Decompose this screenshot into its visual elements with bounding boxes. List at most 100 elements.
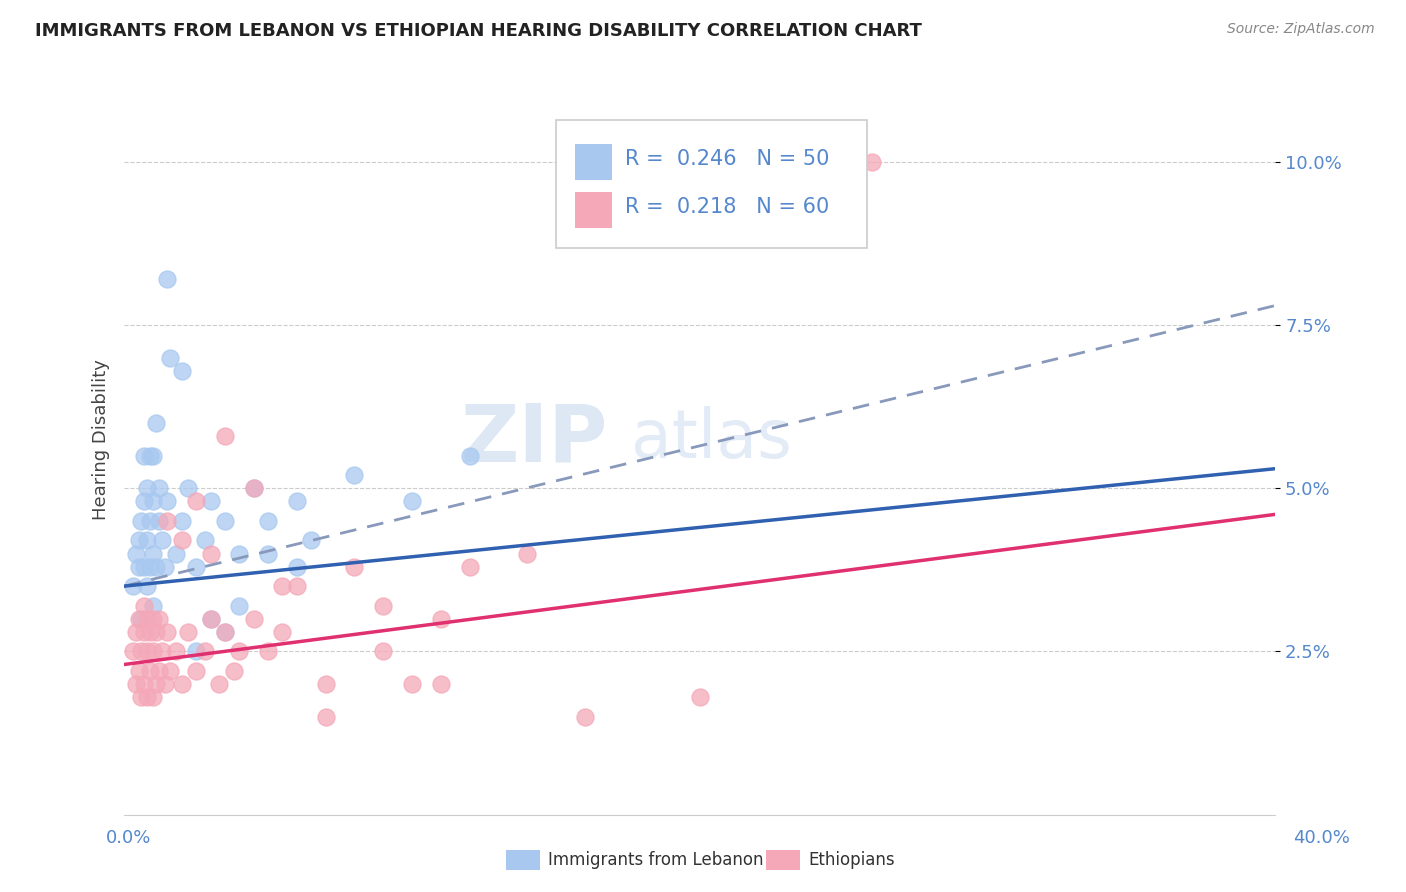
- Point: [458, 559, 481, 574]
- Point: [373, 644, 395, 658]
- Point: [125, 624, 148, 639]
- Point: [257, 644, 280, 658]
- Point: [222, 664, 245, 678]
- Point: [139, 624, 162, 639]
- Point: [148, 612, 170, 626]
- Point: [134, 494, 156, 508]
- Point: [153, 677, 176, 691]
- Point: [165, 547, 187, 561]
- Point: [285, 494, 308, 508]
- Point: [429, 677, 451, 691]
- Point: [271, 624, 294, 639]
- Point: [200, 494, 222, 508]
- Point: [156, 514, 179, 528]
- Point: [134, 449, 156, 463]
- Point: [401, 494, 423, 508]
- Point: [200, 612, 222, 626]
- Point: [200, 547, 222, 561]
- FancyBboxPatch shape: [555, 120, 866, 248]
- Point: [128, 612, 150, 626]
- Text: Immigrants from Lebanon: Immigrants from Lebanon: [548, 851, 763, 869]
- Point: [228, 547, 250, 561]
- Point: [186, 494, 208, 508]
- Point: [429, 612, 451, 626]
- Point: [139, 559, 162, 574]
- Point: [200, 612, 222, 626]
- Bar: [575, 192, 612, 227]
- Point: [228, 644, 250, 658]
- Point: [128, 559, 150, 574]
- Point: [689, 690, 711, 704]
- Text: R =  0.246   N = 50: R = 0.246 N = 50: [624, 149, 830, 169]
- Point: [142, 644, 165, 658]
- Point: [315, 677, 337, 691]
- Point: [271, 579, 294, 593]
- Point: [131, 612, 153, 626]
- Point: [208, 677, 231, 691]
- Point: [214, 624, 236, 639]
- Point: [136, 690, 159, 704]
- Text: Ethiopians: Ethiopians: [808, 851, 896, 869]
- Point: [176, 481, 198, 495]
- Point: [214, 514, 236, 528]
- Point: [194, 644, 217, 658]
- Point: [121, 579, 143, 593]
- Point: [516, 547, 538, 561]
- Point: [125, 677, 148, 691]
- Point: [574, 709, 596, 723]
- Text: atlas: atlas: [631, 407, 792, 472]
- Text: R =  0.218   N = 60: R = 0.218 N = 60: [624, 196, 830, 217]
- Point: [242, 481, 264, 495]
- Point: [134, 559, 156, 574]
- Text: 40.0%: 40.0%: [1294, 829, 1350, 847]
- Point: [142, 494, 165, 508]
- Point: [142, 612, 165, 626]
- Point: [150, 644, 173, 658]
- Point: [136, 533, 159, 548]
- Point: [242, 612, 264, 626]
- Point: [145, 677, 167, 691]
- Point: [186, 559, 208, 574]
- Point: [214, 429, 236, 443]
- Point: [131, 514, 153, 528]
- Point: [136, 579, 159, 593]
- Point: [142, 547, 165, 561]
- Point: [194, 533, 217, 548]
- Point: [299, 533, 322, 548]
- Point: [257, 547, 280, 561]
- Point: [156, 624, 179, 639]
- Point: [176, 624, 198, 639]
- Point: [128, 533, 150, 548]
- Point: [343, 468, 366, 483]
- Point: [142, 690, 165, 704]
- Point: [170, 514, 193, 528]
- Point: [170, 364, 193, 378]
- Point: [134, 599, 156, 613]
- Point: [145, 624, 167, 639]
- Point: [136, 612, 159, 626]
- Point: [125, 547, 148, 561]
- Point: [134, 677, 156, 691]
- Bar: [575, 145, 612, 180]
- Point: [156, 494, 179, 508]
- Point: [150, 533, 173, 548]
- Point: [165, 644, 187, 658]
- Point: [159, 664, 181, 678]
- Point: [136, 481, 159, 495]
- Point: [458, 449, 481, 463]
- Point: [153, 559, 176, 574]
- Point: [186, 664, 208, 678]
- Point: [285, 579, 308, 593]
- Text: 0.0%: 0.0%: [105, 829, 150, 847]
- Point: [156, 272, 179, 286]
- Point: [136, 644, 159, 658]
- Point: [228, 599, 250, 613]
- Point: [142, 599, 165, 613]
- Point: [285, 559, 308, 574]
- Point: [257, 514, 280, 528]
- Point: [145, 559, 167, 574]
- Point: [343, 559, 366, 574]
- Point: [401, 677, 423, 691]
- Text: ZIP: ZIP: [460, 401, 607, 478]
- Point: [139, 664, 162, 678]
